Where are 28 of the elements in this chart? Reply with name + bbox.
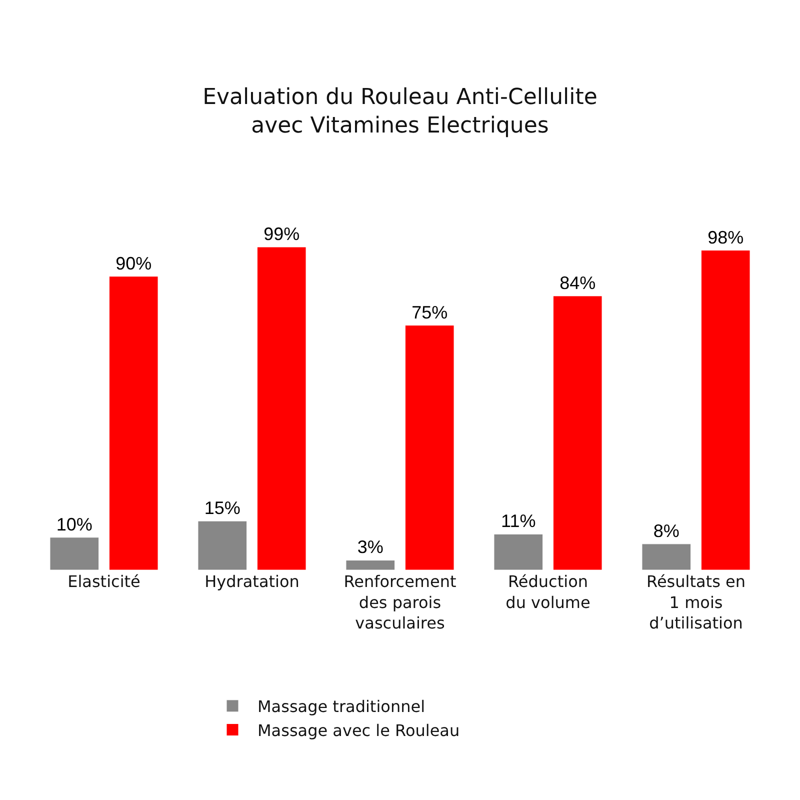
data-label: 15% — [204, 498, 240, 518]
bar — [494, 534, 544, 570]
bar — [198, 520, 248, 570]
chart-title: Evaluation du Rouleau Anti-Cellulite avec Vitamines Electriques — [202, 85, 598, 139]
legend-label: Massage traditionnel — [258, 697, 426, 716]
data-label: 90% — [116, 253, 152, 274]
bar — [256, 246, 306, 570]
legend-label: Massage avec le Rouleau — [258, 720, 460, 740]
x-tick-label: Résultats en 1 mois d’utilisation — [646, 572, 746, 633]
data-label: 11% — [501, 511, 536, 532]
data-label: 3% — [357, 537, 384, 558]
x-tick-label: Elasticité — [68, 572, 140, 591]
bar — [346, 560, 396, 570]
bar — [552, 296, 602, 570]
bar — [700, 250, 750, 570]
bar — [108, 276, 158, 570]
data-label: 99% — [264, 224, 300, 244]
bar — [642, 544, 692, 570]
bar — [404, 325, 454, 570]
bar — [50, 537, 100, 570]
x-tick-label: Hydratation — [204, 572, 300, 591]
data-label: 10% — [56, 514, 92, 534]
x-tick-label: Renforcement des parois vasculaires — [344, 572, 456, 633]
data-label: 8% — [653, 520, 680, 541]
data-label: 75% — [412, 302, 448, 322]
x-tick-label: Réduction du volume — [506, 572, 590, 612]
data-label: 98% — [708, 227, 744, 248]
data-label: 84% — [560, 272, 596, 293]
